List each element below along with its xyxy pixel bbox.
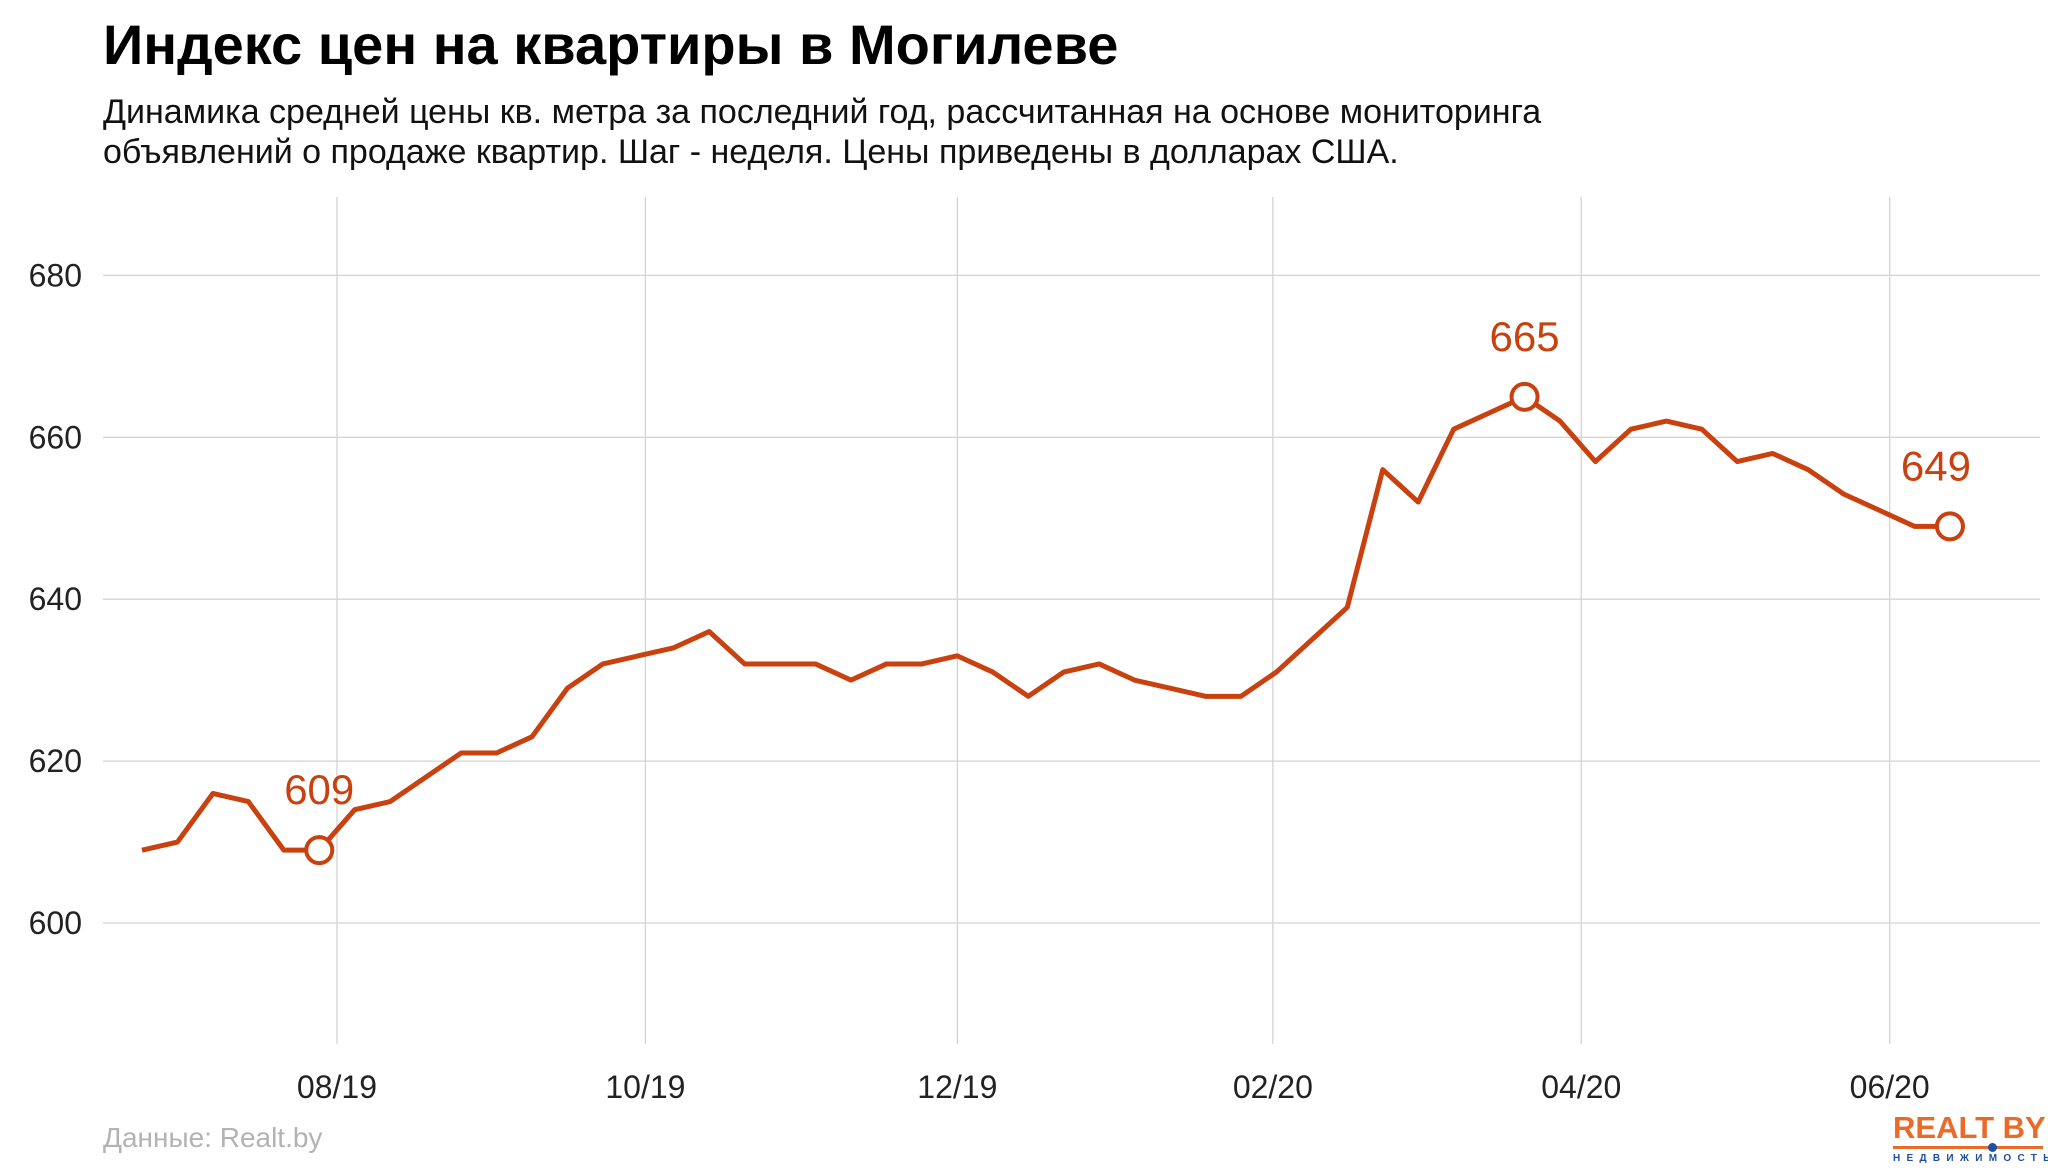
subtitle-line: объявлений о продаже квартир. Шаг - неде…: [103, 133, 1399, 171]
logo-text: REALT BY: [1893, 1110, 2046, 1145]
annotation-marker: [1934, 511, 1965, 542]
annotation-label: 609: [284, 766, 354, 813]
x-tick-label: 06/20: [1850, 1069, 1930, 1105]
annotations: 609 665 649: [284, 313, 1971, 866]
logo-subtext: НЕДВИЖИМОСТЬ: [1893, 1153, 2048, 1164]
x-tick-label: 04/20: [1541, 1069, 1621, 1105]
subtitle-line: Динамика средней цены кв. метра за после…: [103, 93, 1542, 131]
series: [141, 394, 1950, 853]
x-tick-label: 12/19: [917, 1069, 997, 1105]
x-tick-label: 08/19: [297, 1069, 377, 1105]
chart-subtitle: Динамика средней цены кв. метра за после…: [103, 92, 1803, 172]
y-tick-label: 600: [29, 905, 82, 941]
price-line: [141, 394, 1950, 853]
logo-dot: [1988, 1143, 1997, 1152]
y-tick-label: 680: [29, 257, 82, 293]
data-source: Данные: Realt.by: [103, 1122, 323, 1153]
axis-ticks: 600 620 640 660 680 08/19 10/19 12/19 02/20 04/20…: [29, 257, 1930, 1105]
y-tick-label: 660: [29, 419, 82, 455]
chart-title: Индекс цен на квартиры в Могилеве: [103, 13, 1119, 76]
logo-underline: [1893, 1146, 2043, 1149]
grid: [103, 197, 2040, 1044]
x-tick-label: 02/20: [1233, 1069, 1313, 1105]
x-tick-label: 10/19: [605, 1069, 685, 1105]
annotation-marker: [304, 835, 335, 866]
annotation-label: 649: [1901, 442, 1971, 489]
annotation-label: 665: [1490, 313, 1560, 360]
y-tick-label: 620: [29, 743, 82, 779]
realt-logo[interactable]: REALT BY НЕДВИЖИМОСТЬ: [1893, 1110, 2048, 1166]
annotation-marker: [1509, 381, 1540, 412]
y-tick-label: 640: [29, 581, 82, 617]
